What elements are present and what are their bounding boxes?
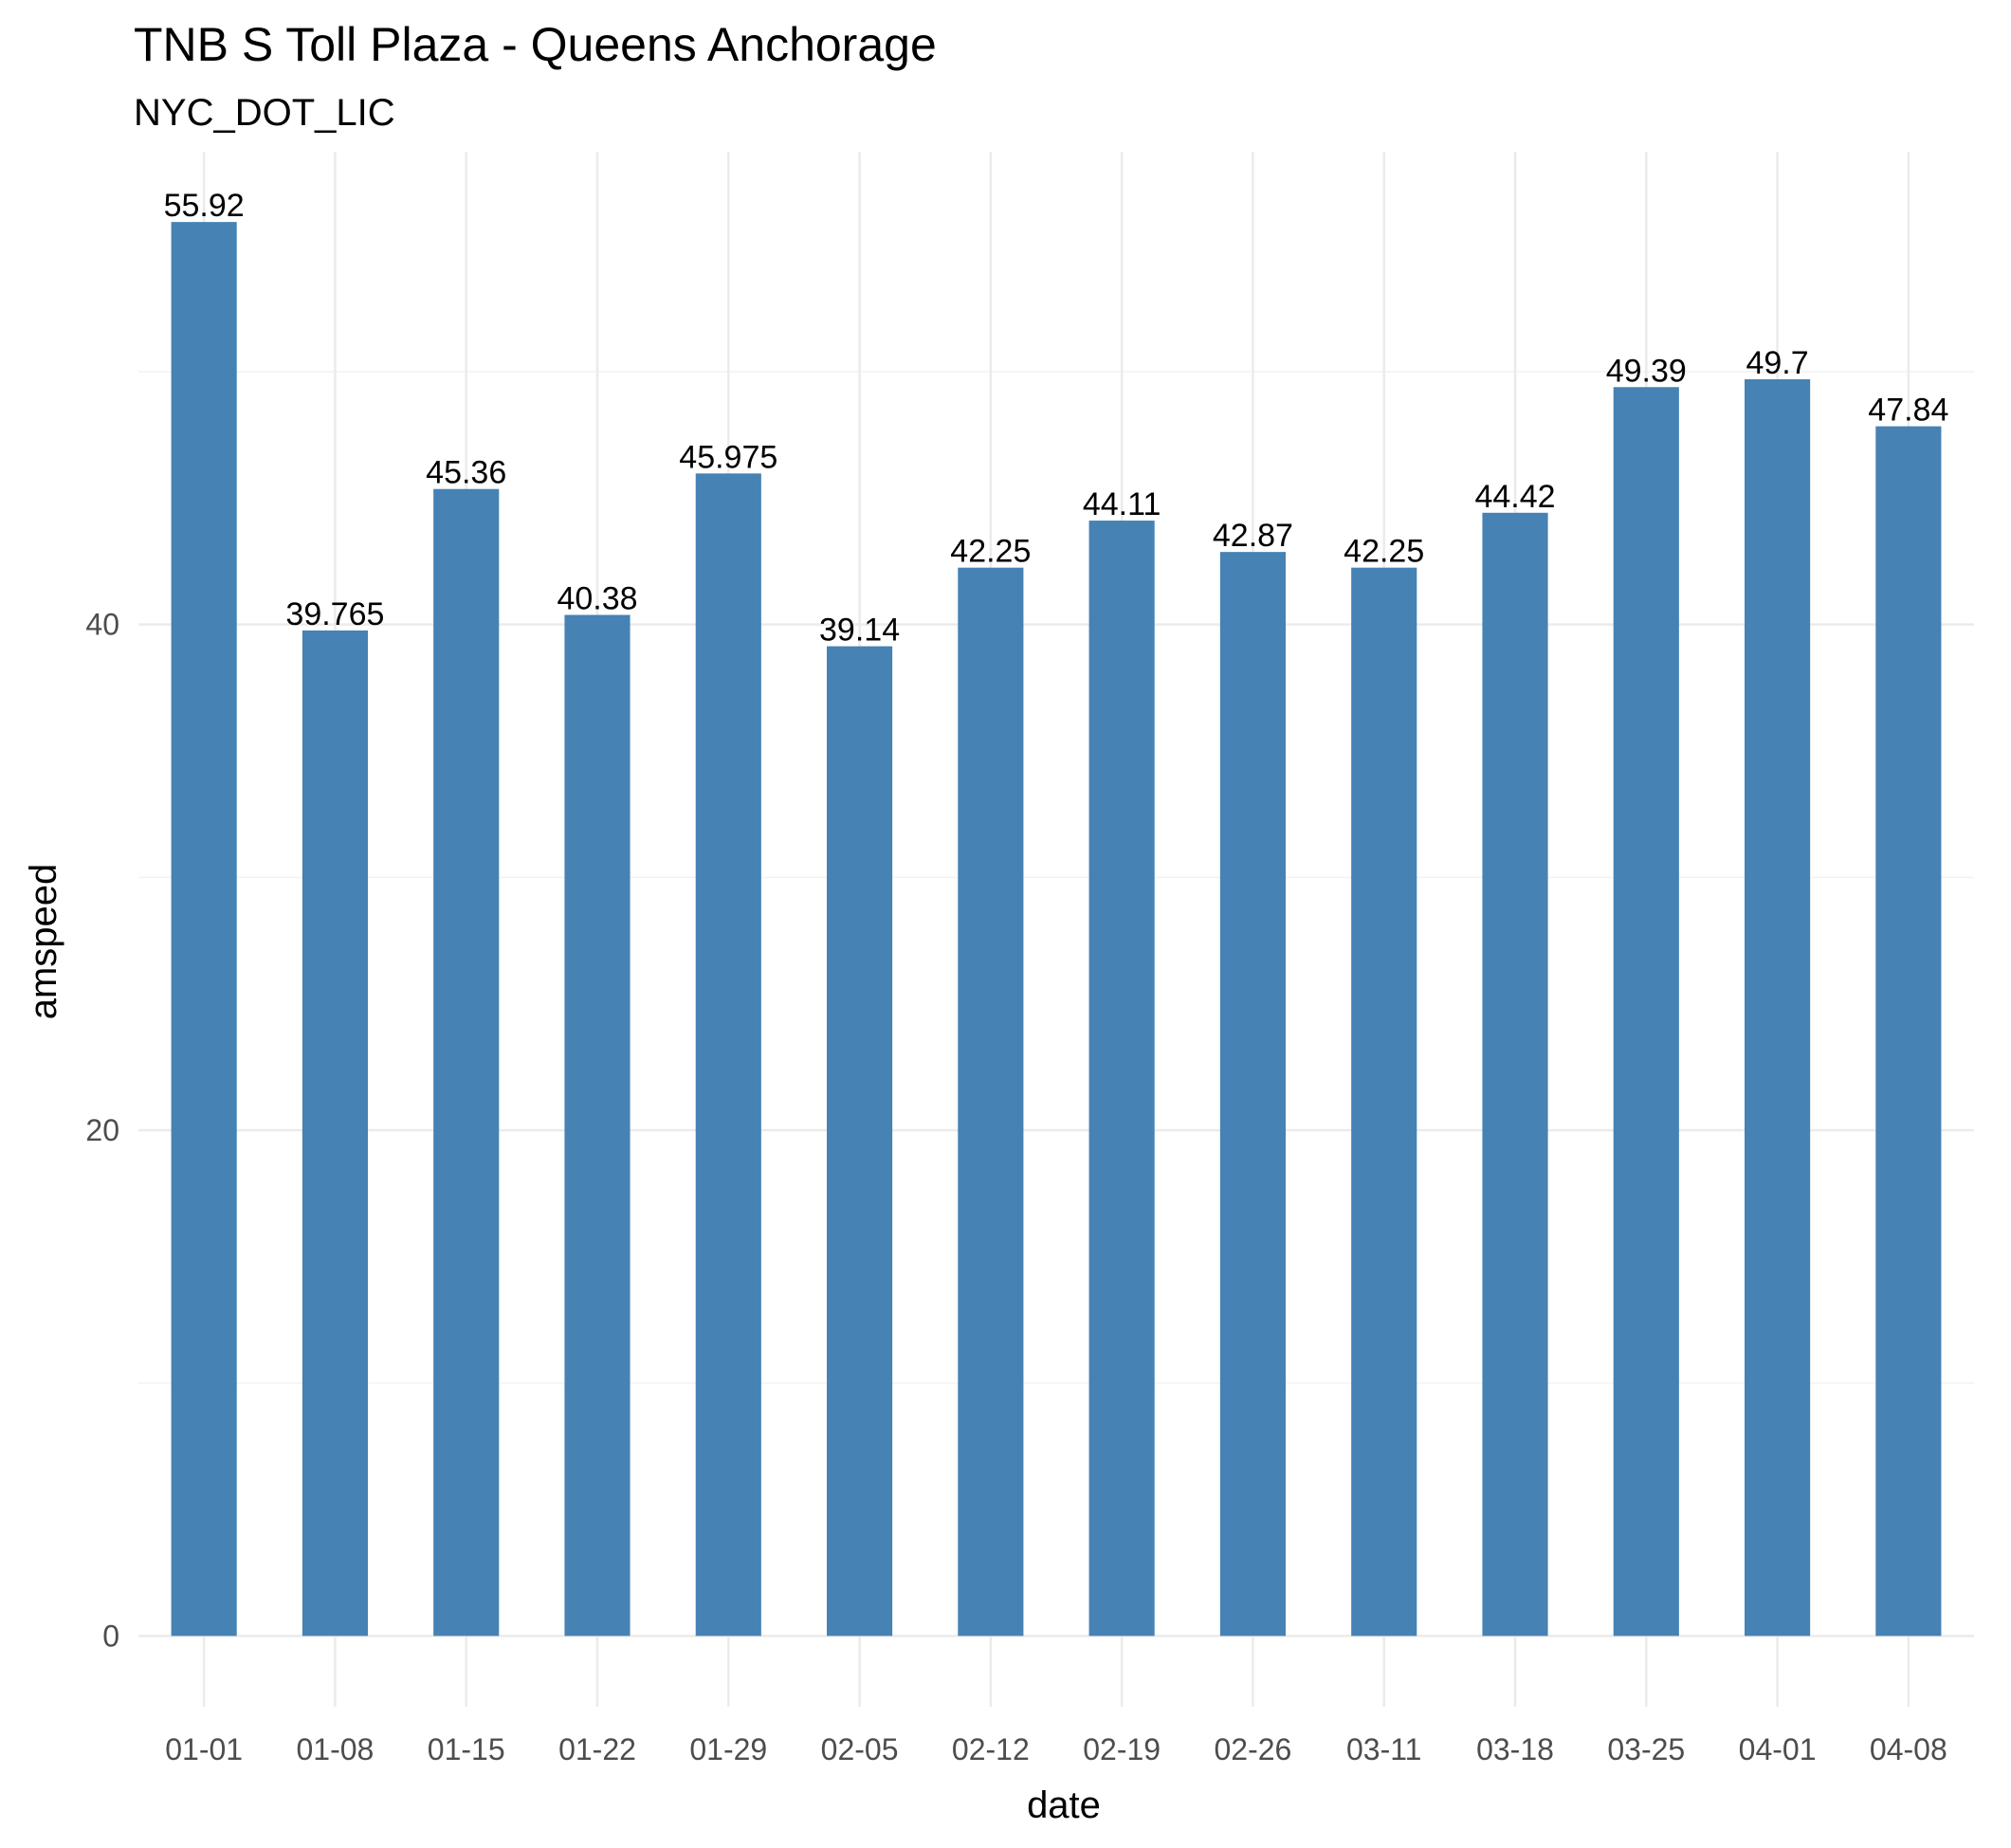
bar-value-label: 42.25 (1344, 534, 1424, 570)
x-tick-label: 01-15 (428, 1732, 505, 1766)
y-tick-label: 0 (102, 1619, 119, 1653)
bar-value-label: 44.42 (1474, 479, 1555, 515)
chart-subtitle: NYC_DOT_LIC (134, 92, 395, 134)
bar-02-12 (958, 567, 1024, 1637)
bar-value-label: 47.84 (1868, 393, 1948, 429)
x-tick-label: 01-29 (689, 1732, 767, 1766)
bar-02-05 (827, 646, 893, 1637)
x-tick-label: 02-12 (952, 1732, 1030, 1766)
bar-02-26 (1219, 552, 1286, 1637)
y-axis-ticks: 0 20 40 (85, 608, 119, 1654)
bar-04-01 (1745, 379, 1811, 1637)
y-axis-title: amspeed (23, 864, 64, 1020)
bar-01-08 (302, 630, 368, 1637)
bar-01-22 (564, 614, 631, 1637)
x-tick-label: 01-01 (165, 1732, 243, 1766)
bar-value-labels: 55.92 39.765 45.36 40.38 45.975 39.14 42.25 44.… (164, 188, 1949, 648)
x-axis-title: date (1027, 1784, 1101, 1826)
x-tick-label: 04-08 (1870, 1732, 1947, 1766)
bars (171, 222, 1942, 1637)
bar-value-label: 44.11 (1083, 486, 1161, 522)
bar-value-label: 55.92 (164, 188, 245, 224)
x-tick-label: 04-01 (1739, 1732, 1817, 1766)
x-tick-label: 01-08 (297, 1732, 375, 1766)
x-tick-label: 03-25 (1607, 1732, 1685, 1766)
bar-value-label: 49.7 (1746, 345, 1808, 381)
bar-value-label: 42.87 (1213, 518, 1293, 554)
bar-01-01 (171, 222, 237, 1637)
x-tick-label: 02-05 (821, 1732, 899, 1766)
x-tick-label: 02-19 (1083, 1732, 1161, 1766)
bar-03-18 (1482, 512, 1548, 1637)
bar-04-08 (1875, 426, 1942, 1637)
y-tick-label: 20 (85, 1113, 119, 1147)
bar-value-label: 39.765 (285, 596, 384, 632)
grid-lines (138, 152, 1974, 1707)
x-tick-label: 03-18 (1476, 1732, 1554, 1766)
bar-value-label: 45.36 (426, 455, 506, 491)
x-tick-label: 03-11 (1346, 1732, 1421, 1766)
bar-value-label: 40.38 (557, 581, 637, 617)
y-tick-label: 40 (85, 608, 119, 642)
bar-01-29 (695, 473, 761, 1637)
bar-value-label: 42.25 (950, 534, 1031, 570)
x-tick-label: 01-22 (558, 1732, 636, 1766)
x-axis-ticks: 01-01 01-08 01-15 01-22 01-29 02-05 02-12 02-19… (165, 1732, 1947, 1766)
bar-value-label: 45.975 (679, 439, 777, 475)
bar-01-15 (433, 488, 500, 1637)
chart-title: TNB S Toll Plaza - Queens Anchorage (134, 18, 937, 71)
x-tick-label: 02-26 (1215, 1732, 1292, 1766)
bar-03-25 (1613, 387, 1679, 1637)
bar-value-label: 49.39 (1606, 353, 1687, 389)
bar-02-19 (1088, 521, 1155, 1637)
bar-value-label: 39.14 (819, 613, 900, 649)
bar-03-11 (1351, 567, 1417, 1637)
